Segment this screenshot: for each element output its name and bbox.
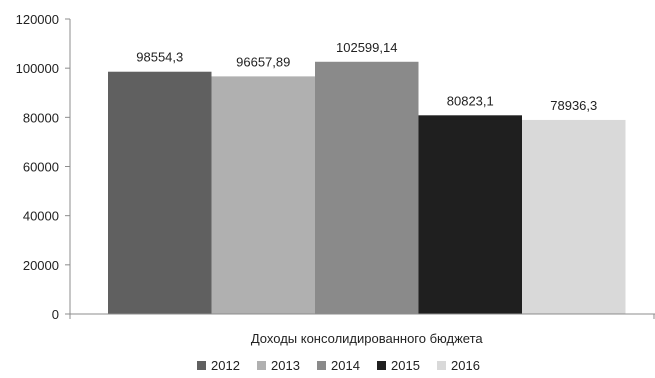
x-category-label: Доходы консолидированного бюджета [251,331,484,346]
bar-2016 [522,119,626,314]
y-axis: 0 20000 40000 60000 80000 100000 120000 [16,12,71,322]
legend-label-2015: 2015 [391,358,420,373]
legend-label-2016: 2016 [451,358,480,373]
data-label-2012: 98554,3 [136,50,183,65]
legend-label-2014: 2014 [331,358,360,373]
legend-label-2012: 2012 [211,358,240,373]
y-tick-label: 100000 [16,61,59,76]
bar-2013 [211,76,315,314]
legend-swatch-2015 [377,361,386,370]
legend-swatch-2014 [317,361,326,370]
bar-2014 [315,61,419,314]
legend-label-2013: 2013 [271,358,300,373]
legend-swatch-2012 [197,361,206,370]
x-axis: Доходы консолидированного бюджета [69,313,655,346]
y-tick-label: 120000 [16,12,59,27]
legend-swatch-2016 [437,361,446,370]
legend: 2012 2013 2014 2015 2016 [197,358,480,373]
y-tick-label: 20000 [23,258,59,273]
y-tick-label: 60000 [23,160,59,175]
y-tick-label: 0 [52,307,59,322]
bar-2015 [418,115,522,314]
bar-2012 [108,71,212,315]
data-label-2013: 96657,89 [236,54,290,69]
y-tick-label: 40000 [23,209,59,224]
bars [108,61,626,315]
data-label-2016: 78936,3 [550,98,597,113]
data-label-2015: 80823,1 [447,93,494,108]
data-labels: 98554,3 96657,89 102599,14 80823,1 78936,3 [136,40,597,113]
legend-swatch-2013 [257,361,266,370]
y-tick-label: 80000 [23,110,59,125]
data-label-2014: 102599,14 [336,40,397,55]
